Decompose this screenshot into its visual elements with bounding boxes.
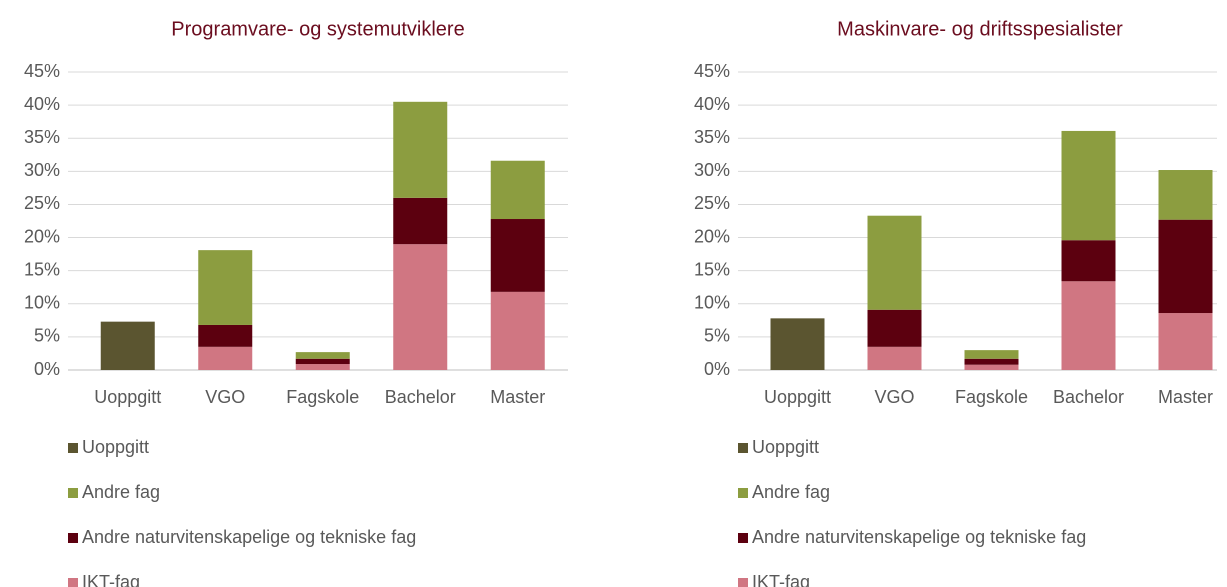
x-tick-label: Uoppgitt — [764, 387, 831, 407]
legend-swatch — [738, 443, 748, 453]
y-tick-label: 25% — [694, 193, 730, 213]
legend-label: IKT-fag — [752, 572, 810, 587]
x-tick-label: Uoppgitt — [94, 387, 161, 407]
bar-segment — [1158, 219, 1213, 314]
legend-label: Uoppgitt — [752, 437, 819, 457]
legend-swatch — [68, 533, 78, 543]
y-tick-label: 30% — [24, 160, 60, 180]
bar-segment — [490, 219, 545, 292]
bar-segment — [393, 101, 448, 198]
bar-segment — [100, 321, 155, 370]
y-tick-label: 35% — [24, 127, 60, 147]
legend-label: Andre naturvitenskapelige og tekniske fa… — [82, 527, 416, 547]
bar-segment — [964, 350, 1019, 359]
chart-title: Programvare- og systemutviklere — [171, 18, 464, 40]
bar-segment — [867, 215, 922, 310]
bar-segment — [1061, 240, 1116, 282]
y-tick-label: 30% — [694, 160, 730, 180]
legend-label: IKT-fag — [82, 572, 140, 587]
x-tick-label: Bachelor — [385, 387, 456, 407]
y-tick-label: 20% — [24, 226, 60, 246]
x-tick-label: VGO — [874, 387, 914, 407]
legend-swatch — [68, 443, 78, 453]
x-tick-label: Fagskole — [955, 387, 1028, 407]
x-tick-label: Master — [490, 387, 545, 407]
y-tick-label: 45% — [694, 61, 730, 81]
bar-segment — [393, 197, 448, 245]
bar-segment — [198, 250, 253, 325]
bar-segment — [867, 309, 922, 347]
bar-segment — [295, 352, 350, 359]
y-tick-label: 10% — [694, 293, 730, 313]
bar-segment — [964, 364, 1019, 370]
bar-segment — [198, 346, 253, 370]
legend-swatch — [68, 488, 78, 498]
x-tick-label: VGO — [205, 387, 245, 407]
bar-segment — [867, 346, 922, 370]
legend-swatch — [738, 488, 748, 498]
y-tick-label: 15% — [694, 259, 730, 279]
y-tick-label: 25% — [24, 193, 60, 213]
y-tick-label: 5% — [704, 326, 730, 346]
bar-segment — [393, 244, 448, 370]
bar-segment — [490, 291, 545, 370]
y-tick-label: 40% — [694, 94, 730, 114]
bar-segment — [770, 318, 825, 370]
bar-segment — [1061, 130, 1116, 241]
y-tick-label: 40% — [24, 94, 60, 114]
bar-segment — [295, 358, 350, 365]
x-tick-label: Master — [1158, 387, 1213, 407]
bar-segment — [295, 364, 350, 370]
bar-segment — [1158, 313, 1213, 370]
bar-segment — [964, 358, 1019, 365]
bar-segment — [1061, 281, 1116, 370]
y-tick-label: 10% — [24, 293, 60, 313]
y-tick-label: 20% — [694, 226, 730, 246]
legend-label: Uoppgitt — [82, 437, 149, 457]
x-tick-label: Fagskole — [286, 387, 359, 407]
legend-label: Andre fag — [752, 482, 830, 502]
y-tick-label: 0% — [704, 359, 730, 379]
legend-label: Andre fag — [82, 482, 160, 502]
y-tick-label: 45% — [24, 61, 60, 81]
legend-label: Andre naturvitenskapelige og tekniske fa… — [752, 527, 1086, 547]
bar-segment — [198, 324, 253, 347]
legend-swatch — [738, 533, 748, 543]
chart-title: Maskinvare- og driftsspesialister — [837, 18, 1123, 40]
bar-segment — [1158, 170, 1213, 220]
y-tick-label: 0% — [34, 359, 60, 379]
legend-swatch — [68, 578, 78, 587]
legend-swatch — [738, 578, 748, 587]
x-tick-label: Bachelor — [1053, 387, 1124, 407]
y-tick-label: 35% — [694, 127, 730, 147]
bar-segment — [490, 160, 545, 220]
y-tick-label: 5% — [34, 326, 60, 346]
y-tick-label: 15% — [24, 259, 60, 279]
